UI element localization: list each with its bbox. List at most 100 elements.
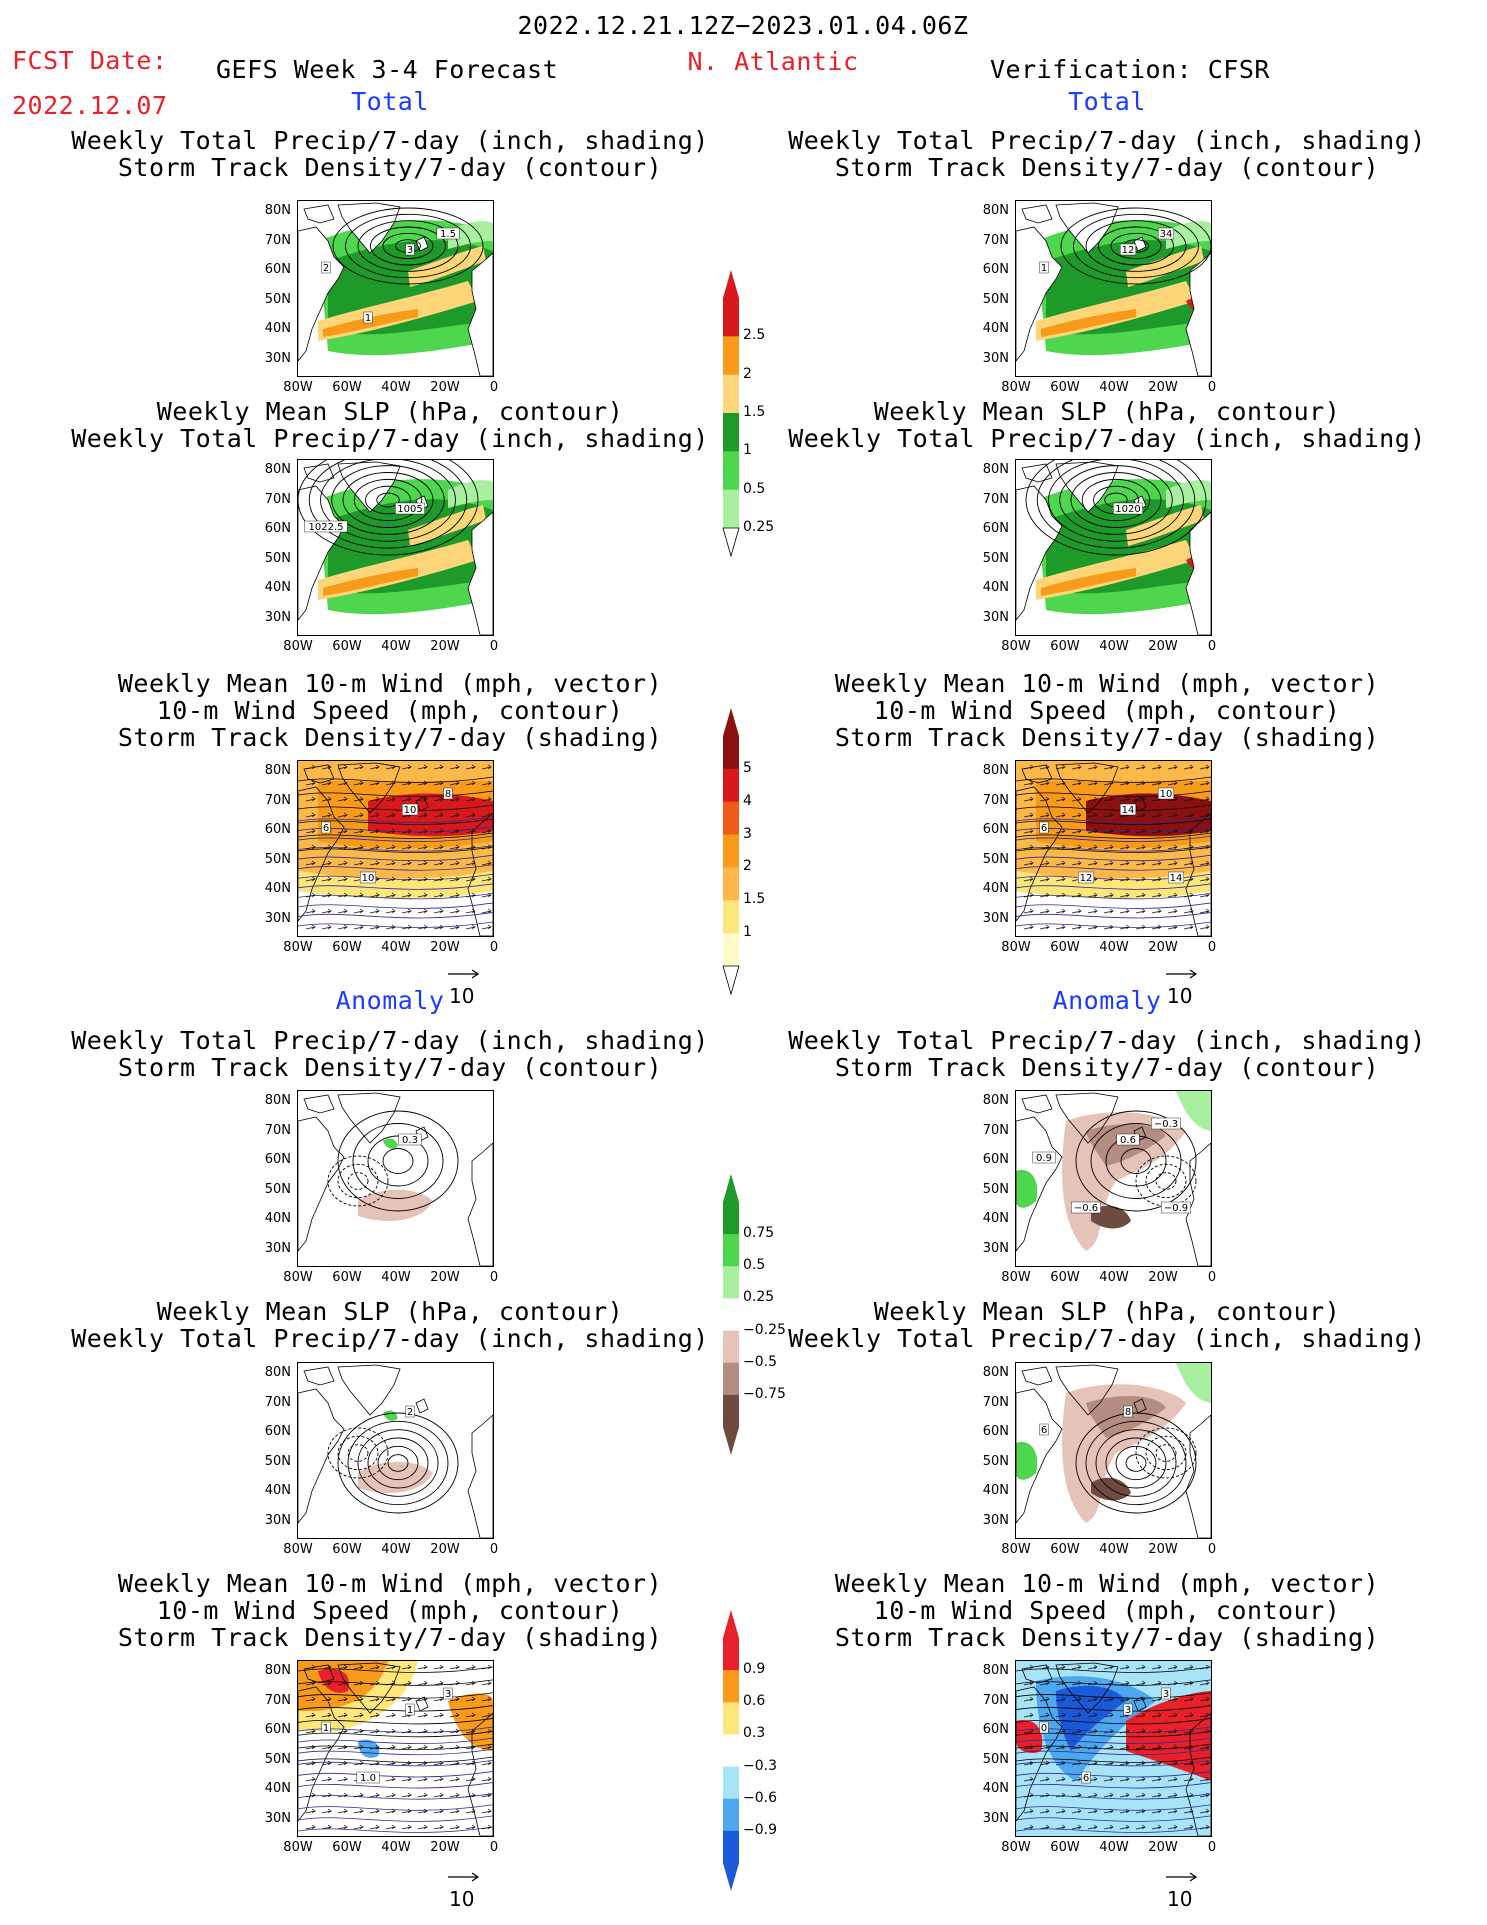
wind-vector	[1087, 860, 1098, 866]
shade-region	[448, 1693, 493, 1751]
wind-vector	[1055, 1776, 1066, 1782]
lat-tick-label: 80N	[264, 203, 291, 218]
wind-vector	[337, 764, 348, 770]
colorbar-tick-label: 2.5	[743, 327, 766, 344]
contour-label-box	[1123, 1405, 1133, 1418]
right-panel-title: Weekly Total Precip/7-day (inch, shading…	[788, 1324, 1426, 1353]
contour-label: 0.3	[402, 1135, 418, 1146]
contour-lines	[332, 207, 484, 285]
wind-vector	[321, 892, 332, 898]
wind-vector	[1151, 1776, 1162, 1782]
wind-vector	[1087, 1744, 1098, 1750]
contour-line	[298, 1804, 493, 1811]
wind-vector	[1023, 876, 1034, 882]
wind-vector	[321, 764, 332, 770]
lat-tick-label: 50N	[264, 851, 291, 867]
contour-label-box	[1039, 1721, 1049, 1734]
contour-label-box	[1161, 1687, 1171, 1700]
wind-vector	[1071, 796, 1082, 802]
lat-tick-label: 40N	[264, 881, 291, 896]
wind-vector	[1135, 908, 1146, 914]
vector-reference: 10	[1165, 1863, 1199, 1911]
wind-vector	[1135, 796, 1146, 802]
lat-tick-label: 60N	[982, 1152, 1009, 1167]
wind-vector	[1023, 796, 1034, 802]
land-shape	[415, 796, 429, 812]
wind-vector	[1167, 844, 1178, 850]
wind-vector	[1135, 1776, 1146, 1782]
land-shape	[298, 1116, 345, 1252]
wind-vector	[353, 1792, 364, 1798]
contour-label: 1	[323, 1723, 329, 1734]
colorbar-tick-label: 0.9	[743, 1661, 766, 1678]
wind-vector	[305, 876, 316, 882]
wind-vector	[1183, 1696, 1194, 1702]
wind-vector	[1023, 780, 1034, 786]
colorbar-segment	[723, 1234, 739, 1267]
lon-tick-label: 40W	[381, 639, 411, 654]
wind-vector	[417, 764, 428, 770]
colorbar-tick-label: 2	[743, 858, 752, 875]
contour-label: 1	[1041, 263, 1047, 274]
contour-line	[320, 460, 456, 542]
contour-label: 1020	[1115, 504, 1140, 515]
lon-tick-label: 0	[489, 639, 499, 654]
wind-vector	[385, 1760, 396, 1766]
wind-vector	[385, 924, 396, 930]
left-panel-title: Weekly Total Precip/7-day (inch, shading…	[71, 126, 709, 155]
wind-vector	[433, 1760, 444, 1766]
wind-vector	[1071, 828, 1082, 834]
wind-vector	[1167, 1792, 1178, 1798]
wind-vector	[1087, 796, 1098, 802]
wind-vector	[337, 1712, 348, 1718]
contour-line	[1016, 1705, 1211, 1712]
wind-vector	[1087, 1824, 1098, 1830]
wind-vector	[1103, 924, 1114, 930]
lon-tick-label: 20W	[1148, 940, 1178, 955]
right-map-aw: 3 0 3 6	[1015, 1660, 1212, 1837]
right-panel-title: Weekly Total Precip/7-day (inch, shading…	[788, 424, 1426, 453]
wind-vector	[1167, 1808, 1178, 1814]
colorbar-segment	[723, 451, 739, 491]
lat-tick-label: 50N	[982, 851, 1009, 867]
wind-vector	[1199, 892, 1210, 898]
wind-vector	[1135, 1680, 1146, 1686]
wind-vector	[449, 1824, 460, 1830]
contour-line	[1016, 883, 1211, 890]
colorbar-segment	[723, 1670, 739, 1703]
shade-region	[358, 1189, 433, 1221]
lon-tick-label: 40W	[1099, 639, 1129, 654]
contour-lines	[298, 460, 479, 556]
wind-vector	[1055, 908, 1066, 914]
wind-vector	[1135, 828, 1146, 834]
contour-line	[347, 1420, 449, 1506]
wind-vector	[449, 812, 460, 818]
lon-tick-label: 80W	[1001, 1840, 1031, 1855]
lat-tick-label: 80N	[982, 1663, 1009, 1678]
lat-tick-label: 40N	[264, 580, 291, 595]
wind-vector	[1199, 780, 1210, 786]
land-shape	[415, 1398, 429, 1414]
contour-line	[1135, 1155, 1197, 1207]
right-panel-title: Weekly Mean 10-m Wind (mph, vector)	[834, 669, 1380, 698]
lat-tick-label: 50N	[982, 1453, 1009, 1469]
lon-tick-label: 40W	[381, 940, 411, 955]
left-panel-title: Weekly Mean 10-m Wind (mph, vector)	[117, 669, 663, 698]
arrow-icon	[448, 969, 480, 979]
wind-vector	[1055, 892, 1066, 898]
contour-line	[298, 1771, 493, 1778]
contour-line	[1081, 478, 1151, 522]
wind-vector	[353, 1728, 364, 1734]
wind-vector	[1055, 1792, 1066, 1798]
wind-vector	[321, 924, 332, 930]
wind-vector	[1023, 1776, 1034, 1782]
wind-vector	[433, 1808, 444, 1814]
left-panel-title: Storm Track Density/7-day (contour)	[117, 153, 663, 182]
land-shape	[303, 463, 335, 483]
right-panel-title: Storm Track Density/7-day (shading)	[834, 1623, 1380, 1652]
land-shape	[337, 1092, 401, 1144]
contour-label: 6	[323, 823, 329, 834]
wind-vector	[433, 1776, 444, 1782]
wind-vector	[417, 1744, 428, 1750]
wind-vector	[433, 876, 444, 882]
